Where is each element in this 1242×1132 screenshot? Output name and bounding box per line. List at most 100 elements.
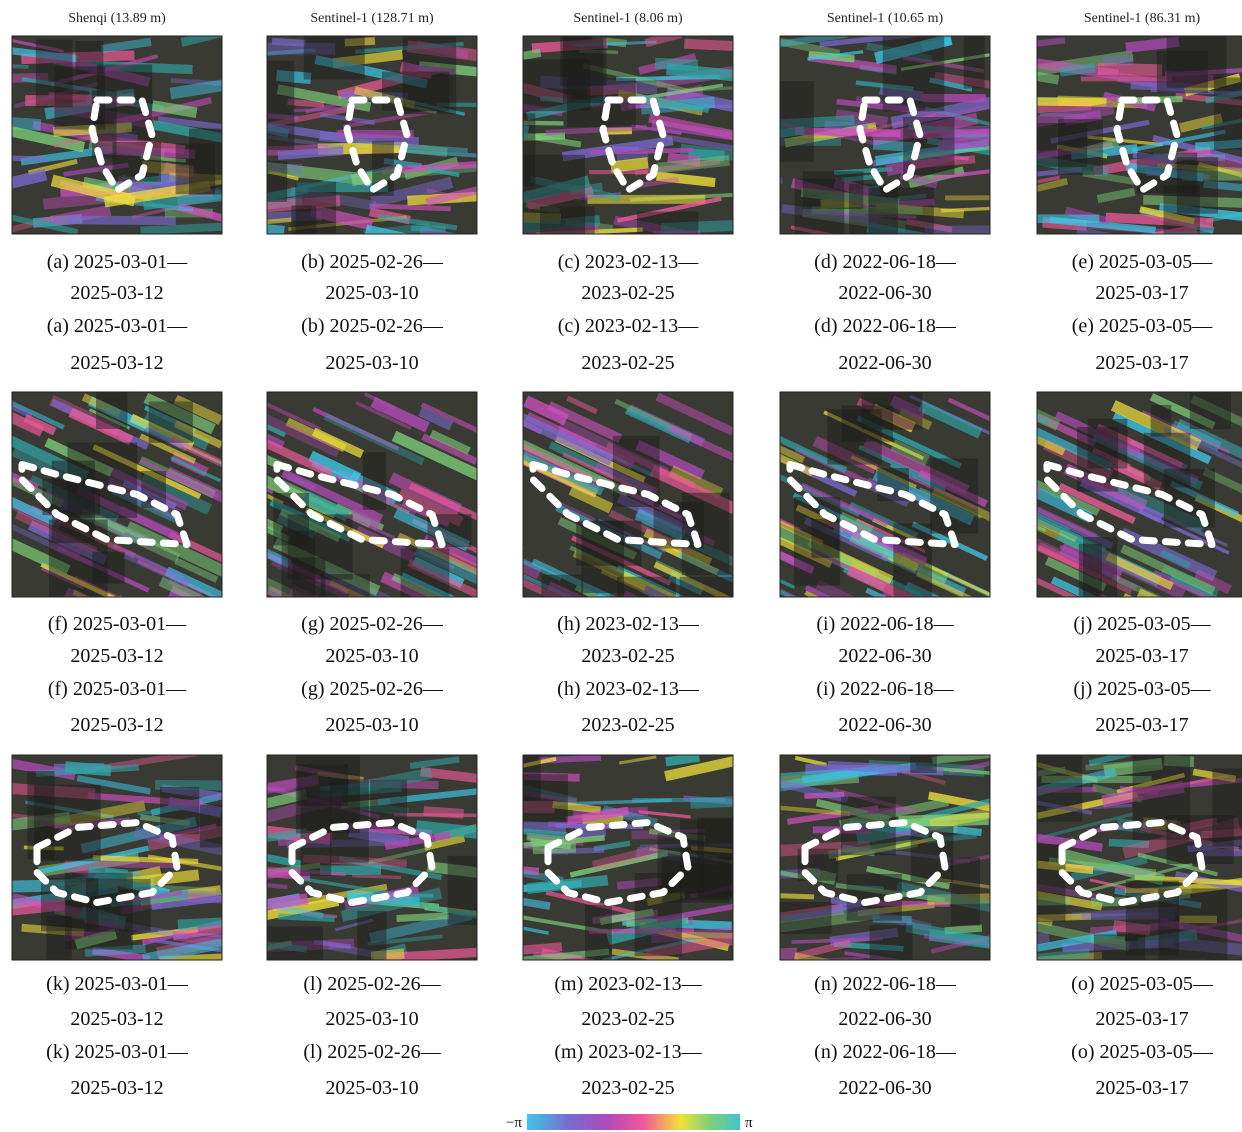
interferogram	[740, 382, 1051, 641]
interferogram	[226, 392, 538, 643]
panel-caption: 2023-02-25	[581, 714, 674, 736]
interferogram	[1002, 750, 1242, 991]
panel-caption: 2025-03-12	[70, 1077, 163, 1099]
panel-caption: (i) 2022-06-18—	[816, 678, 954, 700]
panel-caption: 2025-03-17	[1095, 352, 1188, 374]
shadow	[827, 409, 881, 464]
panel-caption: (m) 2023-02-13—	[554, 973, 702, 995]
column-header: Sentinel-1 (8.06 m)	[573, 11, 683, 26]
shadow	[765, 902, 831, 934]
interferogram	[480, 392, 762, 644]
panel-caption: 2025-03-17	[1095, 282, 1188, 304]
interferogram	[0, 383, 276, 634]
shadow	[448, 856, 498, 925]
shadow	[911, 826, 954, 882]
shadow	[92, 552, 124, 584]
panel-caption: (b) 2025-02-26—	[301, 315, 444, 337]
panel-caption: 2025-03-17	[1095, 1077, 1188, 1099]
image-content	[0, 750, 288, 984]
image-content	[742, 742, 1055, 982]
fringe	[925, 225, 1034, 237]
panel-caption: (g) 2025-02-26—	[301, 613, 444, 635]
shadow	[1151, 405, 1172, 437]
fringe	[945, 195, 1018, 200]
panel-caption: (n) 2022-06-18—	[814, 1041, 957, 1063]
panel-caption: 2025-03-12	[70, 645, 163, 667]
panel-caption: (o) 2025-03-05—	[1071, 973, 1214, 995]
panel-caption: (d) 2022-06-18—	[814, 251, 957, 273]
interferogram	[749, 25, 1053, 270]
panel-caption: 2022-06-30	[838, 714, 931, 736]
interferogram	[0, 750, 288, 984]
panel-caption: (a) 2025-03-01—	[47, 251, 189, 273]
shadow	[764, 81, 813, 162]
colorbar-max: π	[745, 1115, 753, 1131]
colorbar-min: −π	[506, 1115, 522, 1131]
panel-caption: (h) 2023-02-13—	[557, 678, 700, 700]
image-content	[740, 382, 1051, 641]
panel-caption: 2025-03-12	[70, 714, 163, 736]
image-content	[226, 392, 538, 643]
panel-caption: 2025-03-12	[70, 1008, 163, 1030]
panel-caption: (k) 2025-03-01—	[46, 1041, 189, 1063]
fringe	[1008, 97, 1106, 106]
panel-caption: (b) 2025-02-26—	[301, 251, 444, 273]
interferogram	[742, 742, 1055, 982]
panel-caption: 2025-03-17	[1095, 645, 1188, 667]
panel-caption: (l) 2025-02-26—	[303, 973, 441, 995]
panel-caption: 2025-03-12	[70, 282, 163, 304]
shadow	[930, 458, 978, 533]
panel-caption: 2025-03-12	[70, 352, 163, 374]
panel-caption: 2025-03-10	[325, 352, 418, 374]
interferogram	[227, 753, 530, 1009]
fringe	[998, 531, 1029, 550]
panel-caption: (c) 2023-02-13—	[558, 251, 700, 273]
shadow	[176, 144, 215, 195]
fringe	[751, 177, 783, 189]
panel-caption: 2023-02-25	[581, 352, 674, 374]
panel-caption: 2022-06-30	[838, 645, 931, 667]
shadow	[261, 926, 323, 1008]
panel-caption: (h) 2023-02-13—	[557, 613, 700, 635]
column-header: Sentinel-1 (86.31 m)	[1084, 11, 1201, 26]
panel-caption: (i) 2022-06-18—	[816, 613, 954, 635]
shadow	[1214, 78, 1242, 150]
fringe	[411, 226, 446, 232]
shadow	[149, 402, 193, 443]
column-header: Sentinel-1 (128.71 m)	[310, 11, 434, 26]
colorbar	[527, 1114, 740, 1130]
shadow	[964, 34, 985, 89]
shadow	[36, 39, 73, 107]
panel-caption: (e) 2025-03-05—	[1072, 315, 1214, 337]
panel-caption: 2023-02-25	[581, 1077, 674, 1099]
fringe	[1024, 214, 1100, 223]
fringe	[68, 215, 176, 225]
interferogram	[1000, 28, 1242, 271]
panel-caption: (m) 2023-02-13—	[554, 1041, 702, 1063]
shadow	[1033, 755, 1082, 822]
image-content	[0, 27, 278, 255]
panel-caption: 2023-02-25	[581, 282, 674, 304]
shadow	[893, 523, 932, 600]
page: {"header": {"columns": ["Shenqi (13.89 m…	[0, 0, 1242, 1132]
fringe	[227, 571, 263, 595]
shadow	[682, 493, 730, 576]
panel-caption: 2023-02-25	[581, 1008, 674, 1030]
panel-caption: (j) 2025-03-05—	[1073, 613, 1211, 635]
shadow	[910, 742, 937, 773]
panel-caption: 2025-03-17	[1095, 714, 1188, 736]
shadow	[382, 72, 449, 112]
panel-caption: (d) 2022-06-18—	[814, 315, 957, 337]
column-header: Sentinel-1 (10.65 m)	[827, 11, 944, 26]
interferogram	[0, 27, 278, 255]
panel-caption: 2022-06-30	[838, 1008, 931, 1030]
panel-caption: (j) 2025-03-05—	[1073, 678, 1211, 700]
image-content	[480, 392, 762, 644]
panel-caption: (e) 2025-03-05—	[1072, 251, 1214, 273]
panel-caption: 2022-06-30	[838, 282, 931, 304]
shadow	[503, 113, 535, 186]
shadow	[585, 905, 612, 972]
panel-caption: (f) 2025-03-01—	[48, 613, 187, 635]
panel-caption: (g) 2025-02-26—	[301, 678, 444, 700]
shadow	[1190, 374, 1231, 429]
